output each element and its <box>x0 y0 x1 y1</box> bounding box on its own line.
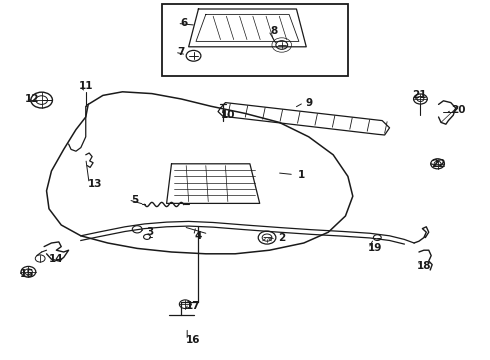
Text: 7: 7 <box>177 47 185 57</box>
Text: 3: 3 <box>146 227 153 237</box>
Text: 4: 4 <box>195 231 202 241</box>
Text: 20: 20 <box>451 105 465 115</box>
Text: 14: 14 <box>49 254 64 264</box>
Text: 9: 9 <box>305 98 312 108</box>
Text: 2: 2 <box>278 233 285 243</box>
Text: 15: 15 <box>20 269 34 279</box>
Text: 11: 11 <box>78 81 93 91</box>
Text: 21: 21 <box>412 90 426 100</box>
Text: 17: 17 <box>186 301 201 311</box>
Text: 16: 16 <box>186 335 201 345</box>
Text: 6: 6 <box>180 18 187 28</box>
Bar <box>162 4 348 76</box>
Text: 8: 8 <box>271 26 278 36</box>
Text: 10: 10 <box>220 110 235 120</box>
Text: 12: 12 <box>24 94 39 104</box>
Text: 22: 22 <box>431 159 446 169</box>
Text: 5: 5 <box>131 195 138 205</box>
Text: 19: 19 <box>368 243 382 253</box>
Text: 13: 13 <box>88 179 103 189</box>
Text: 1: 1 <box>298 170 305 180</box>
Text: 18: 18 <box>416 261 431 271</box>
